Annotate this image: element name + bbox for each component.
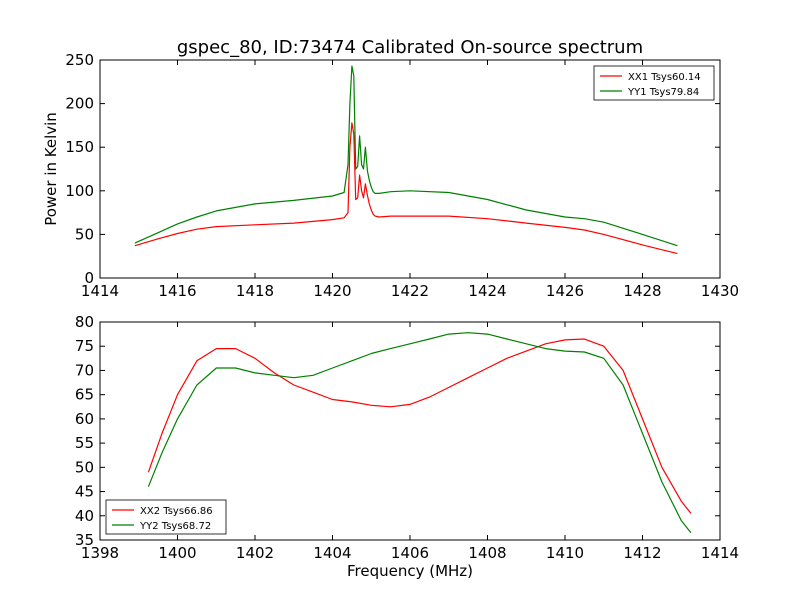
x-tick-label: 1416 [158, 282, 196, 300]
y-tick-label: 65 [75, 386, 94, 404]
y-tick-label: 35 [75, 531, 94, 549]
legend-label: XX2 Tsys66.86 [140, 506, 213, 517]
legend-label: YY1 Tsys79.84 [627, 87, 699, 98]
x-tick-label: 1414 [81, 282, 119, 300]
x-tick-label: 1422 [391, 282, 429, 300]
legend-box [105, 499, 227, 535]
x-tick-label: 1410 [546, 544, 584, 562]
x-tick-label: 1424 [468, 282, 506, 300]
y-tick-label: 150 [65, 138, 94, 156]
legend-box [593, 65, 715, 101]
y-tick-label: 75 [75, 337, 94, 355]
x-tick-label: 1406 [391, 544, 429, 562]
x-tick-label: 1404 [313, 544, 351, 562]
legend-label: XX1 Tsys60.14 [628, 72, 701, 83]
y-tick-label: 100 [65, 182, 94, 200]
x-tick-label: 1400 [158, 544, 196, 562]
series-line-xx2 [147, 338, 692, 514]
x-tick-label: 1414 [701, 544, 739, 562]
x-tick-label: 1408 [468, 544, 506, 562]
y-tick-label: 70 [75, 361, 94, 379]
x-tick-label: 1402 [236, 544, 274, 562]
series-line-yy1 [134, 65, 678, 247]
legend-label: YY2 Tsys68.72 [139, 521, 211, 532]
x-tick-label: 1420 [313, 282, 351, 300]
series-line-xx1 [134, 122, 678, 255]
bottom-x-axis-label: Frequency (MHz) [347, 562, 473, 580]
top-y-axis-label: Power in Kelvin [42, 112, 60, 226]
legend: XX2 Tsys66.86 YY2 Tsys68.72 [105, 499, 227, 535]
chart-title: gspec_80, ID:73474 Calibrated On-source … [177, 37, 643, 58]
y-tick-label: 40 [75, 507, 94, 525]
x-tick-label: 1412 [623, 544, 661, 562]
y-tick-label: 0 [84, 269, 94, 287]
y-tick-label: 55 [75, 434, 94, 452]
x-tick-label: 1418 [236, 282, 274, 300]
x-tick-label: 1398 [81, 544, 119, 562]
y-tick-label: 80 [75, 313, 94, 331]
y-tick-label: 250 [65, 51, 94, 69]
y-tick-label: 45 [75, 483, 94, 501]
series-line-yy2 [147, 332, 692, 534]
y-tick-label: 50 [75, 458, 94, 476]
x-tick-label: 1428 [623, 282, 661, 300]
x-tick-label: 1430 [701, 282, 739, 300]
y-tick-label: 200 [65, 95, 94, 113]
bottom-axes: Frequency (MHz) 1398 1400 1402 1404 1406 1408… [75, 313, 739, 580]
top-axes: Power in Kelvin 1414 1416 1418 1420 1422 1424… [42, 51, 739, 300]
legend: XX1 Tsys60.14 YY1 Tsys79.84 [593, 65, 715, 101]
y-tick-label: 50 [75, 225, 94, 243]
x-tick-label: 1426 [546, 282, 584, 300]
y-tick-label: 60 [75, 410, 94, 428]
